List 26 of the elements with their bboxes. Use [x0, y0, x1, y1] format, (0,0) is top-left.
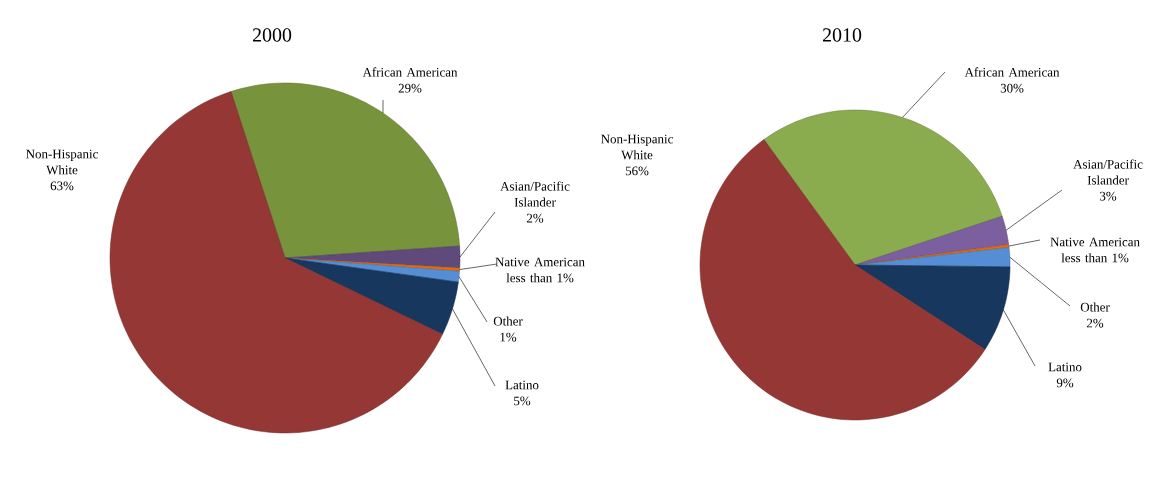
data-label: less than 1% [506, 273, 574, 283]
slice-label: Asian/Pacific Islander [1073, 159, 1143, 185]
slice-label: Other [493, 316, 523, 326]
slice-label: Non-Hispanic White [26, 149, 98, 175]
slice-label: Non-Hispanic White [601, 134, 673, 160]
data-label: less than 1% [1061, 253, 1129, 263]
slice-label: African American [964, 67, 1060, 77]
chart-title: 2010 [822, 28, 862, 42]
data-label: 63% [50, 181, 74, 191]
slice-label: Native American [495, 257, 585, 267]
slice-label: Latino [505, 380, 539, 390]
data-label: 2% [1086, 318, 1104, 328]
data-label: 3% [1100, 191, 1117, 201]
data-label: 9% [1056, 378, 1074, 388]
data-label: 1% [500, 332, 517, 342]
slice-label: Other [1080, 302, 1110, 312]
data-label: 30% [1000, 83, 1024, 93]
chart-title: 2000 [252, 28, 292, 42]
data-label: 29% [398, 83, 422, 93]
slice-label: Native American [1050, 237, 1140, 247]
slice-label: Asian/Pacific Islander [500, 181, 570, 207]
data-label: 2% [526, 213, 544, 223]
data-label: 5% [514, 396, 531, 406]
slice-label: African American [362, 67, 458, 77]
slice-label: Latino [1048, 362, 1082, 372]
data-label: 56% [625, 166, 649, 176]
